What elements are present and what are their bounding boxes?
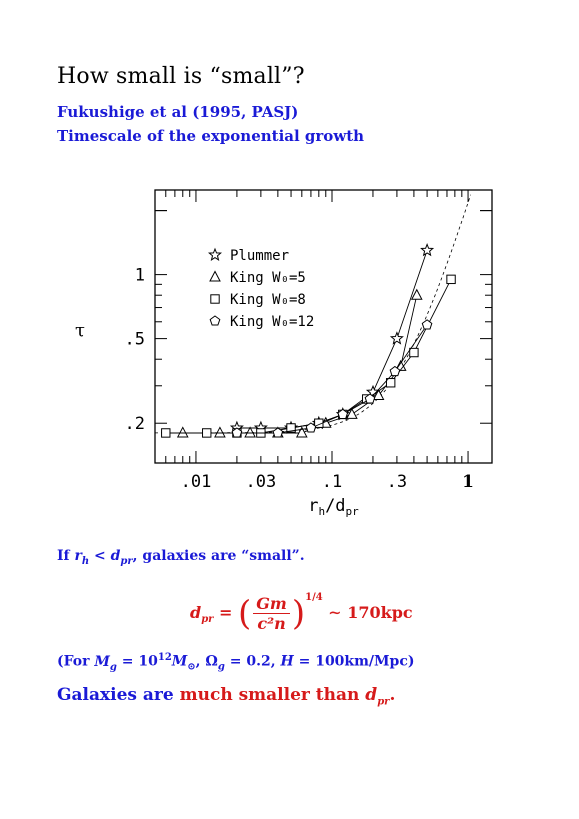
data-point-square [202,428,212,438]
formula-lhs: d [190,603,202,622]
formula-rhs: ∼ 170kpc [328,603,413,622]
formula-lhs-sub: pr [201,614,214,626]
data-point-triangle [214,426,226,438]
legend-label: King W₀=8 [230,292,306,308]
params-line: (For Mg = 1012M⊙, Ωg = 0.2, H = 100km/Mp… [57,652,415,673]
note-rest: , galaxies are “small”. [132,548,305,564]
tau-vs-rh-chart: .01 .03 .1 .3 1 1 .5 .2 rh/dpr τ Plummer King W₀=5 K… [75,189,493,518]
x-tick-label: .03 [246,472,277,492]
data-point-square [446,274,456,285]
formula-numerator: Gm [253,594,290,614]
data-point-square [409,347,419,358]
note-if: If [57,548,70,564]
series-line [165,279,452,434]
x-tick-label: 1 [462,472,474,492]
legend-label: Plummer [230,248,289,264]
conclusion-line: Galaxies are much smaller than dpr. [57,685,395,707]
small-galaxy-note: If rh < dpr, galaxies are “small”. [57,548,305,567]
legend-marker [210,294,220,304]
conclusion-part-d: . [389,685,396,705]
legend-label: King W₀=5 [230,270,306,286]
x-axis-label: rh/dpr [308,496,359,518]
conclusion-part-b: much smaller than [179,685,366,705]
dpr-symbol: dpr [110,548,133,567]
conclusion-part-a: Galaxies are [57,685,180,705]
slide-title: How small is “small”? [57,64,305,89]
data-point-triangle [346,407,358,419]
data-point-triangle [410,288,423,300]
reference-line: Fukushige et al (1995, PASJ) [57,103,299,121]
plot-frame [154,189,493,464]
subtitle-line: Timescale of the exponential growth [57,127,365,145]
data-point-triangle [244,426,256,438]
data-point-square [385,378,396,388]
legend-marker [208,247,222,262]
x-tick-label: .1 [322,472,342,492]
y-tick-label: .5 [125,330,145,350]
data-point-square [161,428,171,438]
data-point-star [389,331,404,345]
data-point-triangle [372,388,385,401]
formula-fraction: Gm c²n [253,594,290,633]
data-point-triangle [295,426,308,438]
dpr-formula: dpr = (Gm c²n)1/4 ∼ 170kpc [190,592,413,634]
data-point-pentagon [272,427,284,438]
legend-marker [209,270,221,282]
data-point-pentagon [364,393,376,404]
x-tick-label: .01 [181,472,212,492]
conclusion-dpr: dpr [365,685,390,708]
data-point-square [286,423,296,433]
rh-symbol: rh [74,548,90,567]
data-point-pentagon [305,422,317,433]
data-point-pentagon [231,427,243,438]
data-point-pentagon [389,365,401,377]
data-point-triangle [176,426,189,438]
data-point-pentagon [337,408,349,419]
data-point-star [420,243,435,257]
formula-exponent: 1/4 [305,592,323,603]
y-tick-label: .2 [125,414,145,434]
y-tick-label: 1 [135,266,145,286]
legend-marker [209,315,221,326]
legend-label: King W₀=12 [230,314,314,330]
data-point-pentagon [421,319,433,330]
formula-denominator: c²n [257,614,286,633]
x-tick-label: .3 [387,472,407,492]
y-axis-label: τ [75,320,85,341]
